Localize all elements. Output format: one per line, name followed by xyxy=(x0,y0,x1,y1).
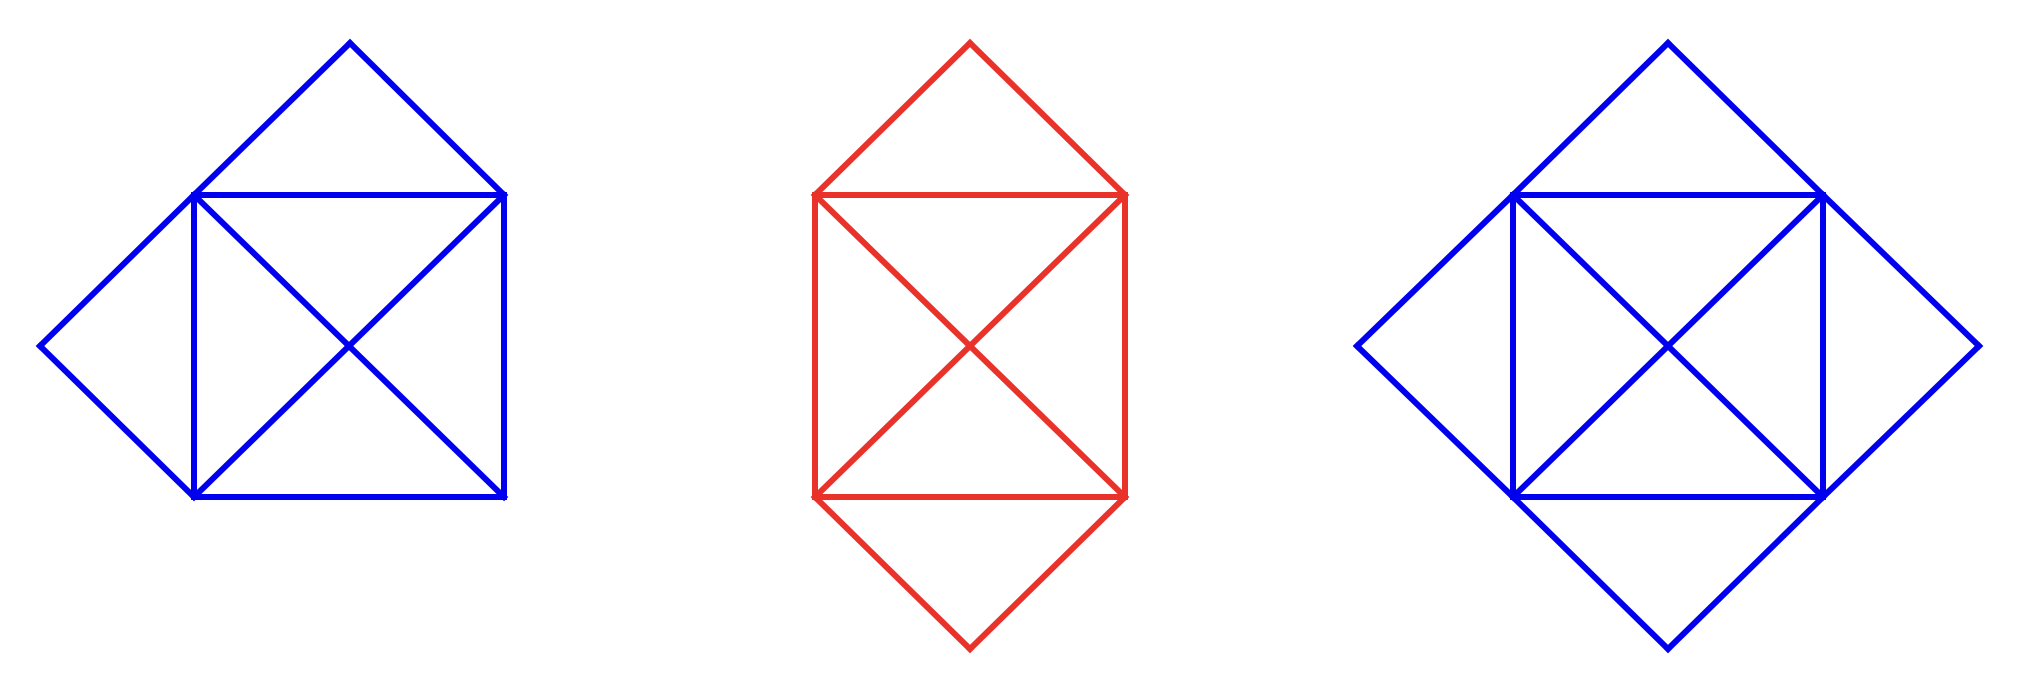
edge-bottom-to-bottom-left xyxy=(1508,492,1673,654)
edge-bottom-to-bottom-right xyxy=(1663,492,1828,654)
edge-top-to-top-right xyxy=(345,38,509,200)
edge-top-to-top-left xyxy=(810,38,975,200)
figure-middle xyxy=(810,38,1130,654)
edge-mid-left-to-bottom-left xyxy=(1352,341,1518,502)
edge-bottom-to-bottom-left xyxy=(810,492,975,654)
edge-top-to-top-left xyxy=(189,38,355,200)
edge-mid-left-to-top-left xyxy=(35,190,199,351)
edge-mid-right-to-bottom-right xyxy=(1818,341,1984,502)
edge-mid-right-to-top-right xyxy=(1818,190,1984,351)
edge-bottom-to-bottom-right xyxy=(965,492,1130,654)
figure-right xyxy=(1352,38,1984,654)
edge-mid-left-to-top-left xyxy=(1352,190,1518,351)
edge-top-right-to-bottom-left xyxy=(1508,190,1828,502)
edge-mid-left-to-bottom-left xyxy=(35,341,199,502)
figure-left xyxy=(35,38,509,502)
edge-top-to-top-left xyxy=(1508,38,1673,200)
edge-top-right-to-bottom-left xyxy=(189,190,509,502)
edge-top-right-to-bottom-left xyxy=(810,190,1130,502)
edge-top-to-top-right xyxy=(965,38,1130,200)
edge-top-to-top-right xyxy=(1663,38,1828,200)
